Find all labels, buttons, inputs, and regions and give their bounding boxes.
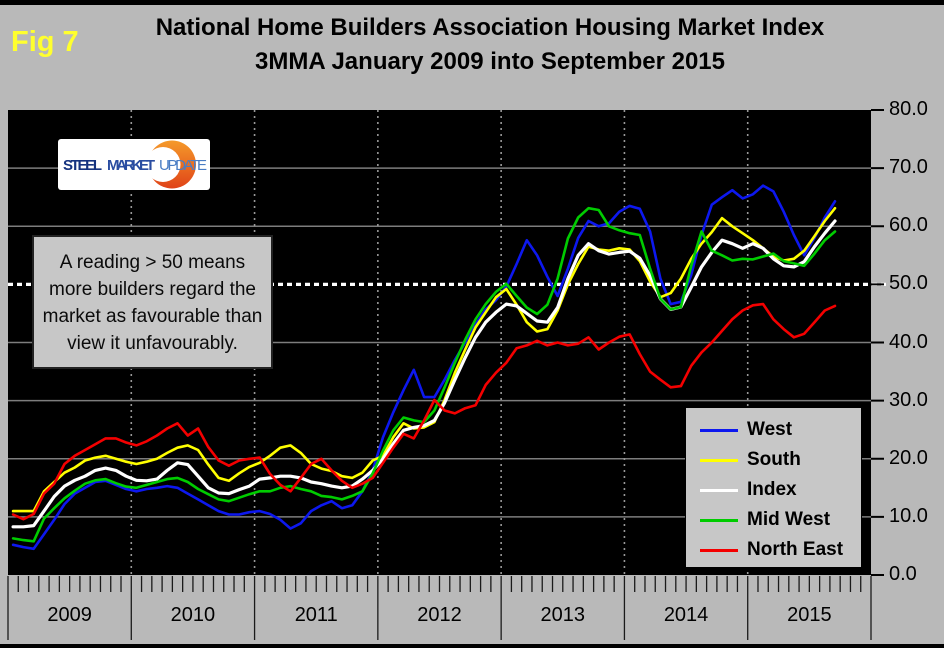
logo-crescent-cutout bbox=[145, 147, 181, 182]
legend-label: West bbox=[747, 419, 793, 440]
annotation-line-1: A reading > 50 means bbox=[59, 252, 246, 273]
x-tick-label-2014: 2014 bbox=[663, 604, 709, 626]
chart-title-line2: 3MMA January 2009 into September 2015 bbox=[255, 48, 725, 75]
legend-line-sample-icon bbox=[700, 548, 738, 552]
annotation-line-4: view it unfavourably. bbox=[67, 333, 238, 354]
y-tick-label-70.0: 70.0 bbox=[889, 156, 928, 179]
logo-graphic: STEEL MARKET UPDATE bbox=[63, 140, 207, 189]
y-tick-label-30.0: 30.0 bbox=[889, 388, 928, 411]
y-tick-label-40.0: 40.0 bbox=[889, 330, 928, 353]
annotation-line-2: more builders regard the bbox=[49, 279, 256, 300]
legend-item-north-east: North East bbox=[686, 535, 861, 565]
x-tick-label-2011: 2011 bbox=[294, 604, 338, 626]
steel-market-update-logo: STEEL MARKET UPDATE bbox=[58, 139, 210, 190]
legend-item-index: Index bbox=[686, 475, 861, 505]
series-line-index bbox=[11, 219, 837, 529]
legend-line-sample-icon bbox=[700, 518, 738, 522]
y-tick-label-60.0: 60.0 bbox=[889, 214, 928, 237]
y-tick-label-20.0: 20.0 bbox=[889, 446, 928, 469]
logo-word-update: UPDATE bbox=[159, 157, 207, 174]
legend-label: Index bbox=[747, 479, 797, 500]
legend-line-sample-icon bbox=[700, 428, 738, 432]
legend-label: Mid West bbox=[747, 509, 831, 530]
legend-label: North East bbox=[747, 539, 844, 560]
x-tick-label-2015: 2015 bbox=[787, 604, 832, 626]
reading-above-50-annotation: A reading > 50 means more builders regard… bbox=[32, 235, 273, 369]
svg-text:STEEL MARKET U: STEEL MARKET UPDATE bbox=[63, 157, 207, 174]
legend-line-sample-icon bbox=[700, 458, 738, 462]
legend-item-mid-west: Mid West bbox=[686, 505, 861, 535]
legend-label: South bbox=[747, 449, 801, 470]
y-tick-label-10.0: 10.0 bbox=[889, 504, 928, 527]
legend-item-south: South bbox=[686, 445, 861, 475]
chart-title-line1: National Home Builders Association Housi… bbox=[155, 14, 825, 41]
bottom-border bbox=[0, 644, 944, 648]
annotation-line-3: market as favourable than bbox=[42, 306, 263, 327]
logo-word-steel: STEEL bbox=[63, 157, 102, 174]
legend-item-west: West bbox=[686, 415, 861, 445]
x-tick-label-2012: 2012 bbox=[417, 604, 462, 626]
y-tick-label-80.0: 80.0 bbox=[889, 98, 928, 120]
legend-line-sample-icon bbox=[700, 488, 738, 492]
logo-word-market: MARKET bbox=[107, 157, 155, 174]
figure-number-label: Fig 7 bbox=[11, 26, 79, 58]
x-tick-label-2013: 2013 bbox=[540, 604, 586, 626]
top-border bbox=[0, 0, 944, 5]
series-line-south bbox=[11, 206, 837, 513]
series-line-north-east bbox=[11, 302, 837, 521]
x-tick-label-2010: 2010 bbox=[170, 604, 216, 626]
chart-title: National Home Builders Association Housi… bbox=[60, 11, 920, 79]
y-tick-label-50.0: 50.0 bbox=[889, 272, 928, 295]
y-tick-label-0.0: 0.0 bbox=[889, 563, 917, 585]
legend: West South Index Mid West North East bbox=[685, 407, 862, 568]
x-tick-label-2009: 2009 bbox=[47, 604, 92, 626]
